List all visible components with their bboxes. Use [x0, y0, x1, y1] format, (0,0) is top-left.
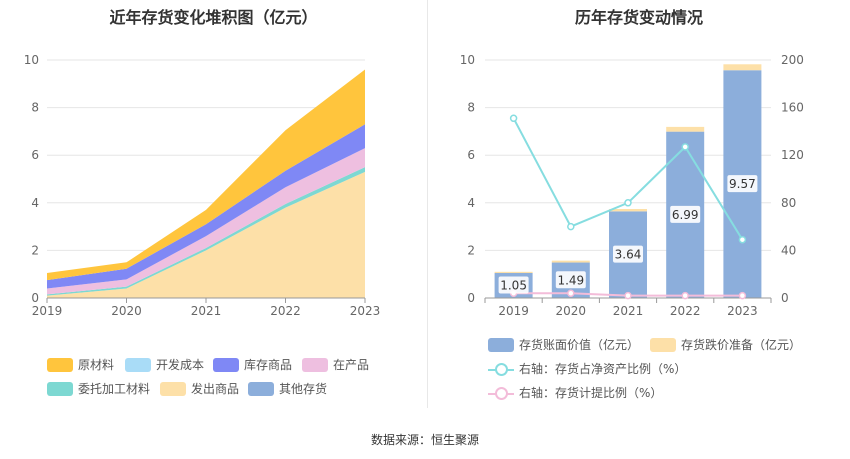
y-tick-label: 0: [31, 291, 39, 305]
x-tick-label: 2021: [613, 304, 644, 318]
legend-label: 右轴：存货计提比例（%）: [519, 386, 663, 400]
line-point: [624, 199, 632, 207]
legend-label: 存货账面价值（亿元）: [519, 338, 640, 352]
right-legend: 存货账面价值（亿元） 存货跌价准备（亿元） 右轴：存货占净资产比例（%） 右轴：存货计…: [428, 336, 850, 406]
data-label: 3.64: [615, 248, 642, 262]
y2-tick-label: 80: [781, 196, 796, 210]
legend-item[interactable]: 在产品: [302, 356, 369, 373]
legend-item[interactable]: 其他存货: [248, 380, 327, 397]
bar-impairment: [494, 271, 533, 274]
y2-tick-label: 40: [781, 243, 796, 257]
y-tick-label: 10: [460, 53, 475, 67]
y-tick-label: 4: [467, 196, 475, 210]
x-tick-label: 2019: [32, 304, 63, 318]
legend-label: 库存商品: [244, 358, 293, 372]
legend-swatch: [160, 381, 186, 396]
legend-label: 在产品: [333, 358, 370, 372]
legend-swatch: [47, 381, 73, 396]
data-label-bg: [613, 245, 643, 263]
data-source: 数据来源：恒生聚源: [370, 433, 479, 447]
line-point: [681, 143, 689, 151]
y-tick-label: 4: [31, 196, 39, 210]
data-label-bg: [670, 205, 701, 223]
legend-label: 原材料: [78, 358, 115, 372]
legend-swatch: [302, 357, 328, 372]
legend-swatch: [488, 337, 514, 352]
x-tick-label: 2019: [498, 304, 529, 318]
x-tick-label: 2023: [350, 304, 381, 318]
legend-item[interactable]: 开发成本: [125, 356, 204, 373]
line-point: [509, 114, 518, 123]
legend-item[interactable]: 存货跌价准备（亿元）: [650, 336, 801, 353]
x-tick-label: 2022: [270, 304, 301, 318]
legend-swatch: [650, 337, 676, 352]
x-tick-label: 2020: [556, 304, 587, 318]
y2-tick-label: 160: [781, 101, 804, 115]
data-label: 1.49: [557, 273, 584, 287]
legend-swatch: [125, 357, 151, 372]
y-tick-label: 10: [24, 53, 39, 67]
y-tick-label: 2: [31, 243, 39, 257]
stacked-area-chart: 0 2 4 6 8 10 2019 2020 2021 2022 2023: [24, 53, 381, 318]
panel-divider: [427, 0, 428, 408]
y2-tick-label: 120: [781, 148, 804, 162]
legend-swatch: [248, 381, 274, 396]
bar-impairment: [609, 208, 647, 212]
line-point: [738, 235, 747, 244]
bar-impairment: [551, 260, 590, 263]
y-tick-label: 2: [467, 243, 475, 257]
legend-item[interactable]: 存货账面价值（亿元）: [488, 336, 639, 353]
y2-tick-label: 0: [781, 291, 789, 305]
legend-label: 发出商品: [191, 382, 240, 396]
x-tick-label: 2023: [727, 304, 758, 318]
legend-item[interactable]: 发出商品: [160, 380, 239, 397]
legend-swatch: [488, 362, 514, 376]
legend-label: 其他存货: [279, 382, 328, 396]
legend-swatch: [488, 386, 514, 400]
line-point: [738, 291, 747, 300]
y-tick-label: 8: [467, 101, 475, 115]
bar-impairment: [723, 64, 762, 71]
left-legend: 原材料 开发成本 库存商品 在产品委托加工材料 发出商品 其他存货: [0, 356, 427, 406]
legend-label: 右轴：存货占净资产比例（%）: [519, 362, 687, 376]
legend-item[interactable]: 原材料: [47, 356, 114, 373]
data-label: 6.99: [672, 208, 699, 222]
legend-swatch: [213, 357, 239, 372]
line-point: [681, 291, 689, 300]
legend-swatch: [47, 357, 73, 372]
legend-item[interactable]: 右轴：存货计提比例（%）: [488, 384, 662, 401]
y-tick-label: 0: [467, 291, 475, 305]
area-series: [47, 171, 365, 298]
legend-item[interactable]: 右轴：存货占净资产比例（%）: [488, 360, 686, 377]
y-tick-label: 6: [467, 148, 475, 162]
data-label-bg: [498, 276, 529, 294]
x-tick-label: 2021: [191, 304, 222, 318]
legend-label: 开发成本: [156, 358, 205, 372]
legend-label: 委托加工材料: [78, 382, 151, 396]
legend-item[interactable]: 委托加工材料: [47, 380, 150, 397]
line-point: [567, 289, 575, 297]
line-point: [567, 222, 575, 231]
data-label: 1.05: [500, 279, 527, 293]
legend-label: 存货跌价准备（亿元）: [681, 338, 802, 352]
left-chart-title: 近年存货变化堆积图（亿元）: [109, 8, 318, 27]
data-label-bg: [727, 175, 758, 193]
x-tick-label: 2022: [670, 304, 701, 318]
bar-line-combo-chart: 0 2 4 6 8 10 0 40 80 120 160 200 2019 2020 2021 2022 202…: [460, 53, 804, 318]
legend-item[interactable]: 库存商品: [213, 356, 292, 373]
line-point: [624, 291, 632, 300]
right-chart-title: 历年存货变动情况: [574, 8, 703, 27]
bar-impairment: [666, 126, 705, 132]
y2-tick-label: 200: [781, 53, 804, 67]
y-tick-label: 6: [31, 148, 39, 162]
data-label: 9.57: [729, 177, 756, 191]
x-tick-label: 2020: [111, 304, 142, 318]
data-label-bg: [555, 271, 586, 289]
y-tick-label: 8: [31, 101, 39, 115]
